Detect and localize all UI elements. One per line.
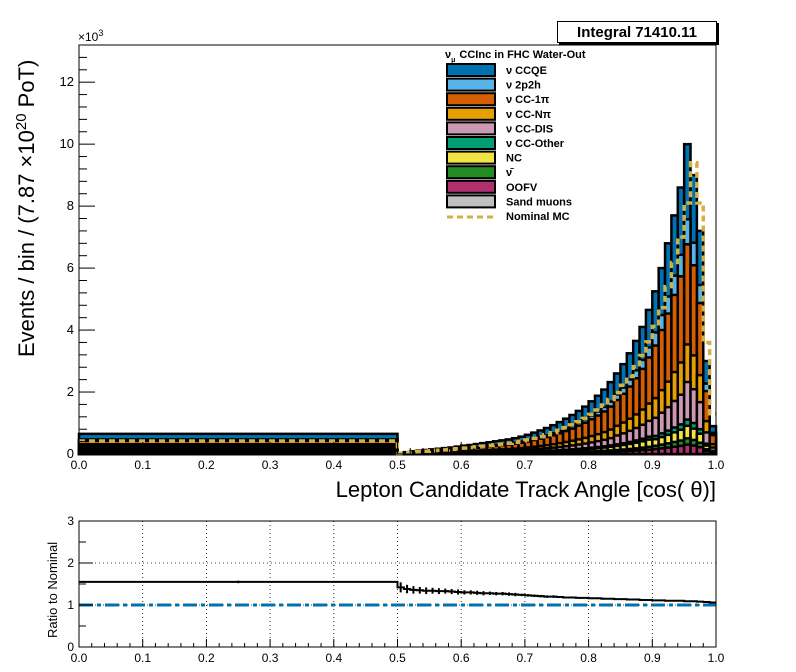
x-tick-label: 0.5 [389, 651, 406, 665]
legend-label: ν CC-Nπ [506, 109, 552, 121]
legend-label: Nominal MC [506, 211, 570, 223]
legend: νμ CCInc in FHC Water-Out ν CCQE ν 2p2h ν C… [445, 49, 586, 223]
x-tick-label: 0.8 [580, 458, 597, 472]
x-tick-label: 0.2 [198, 458, 215, 472]
legend-swatch [446, 165, 496, 180]
ratio-plot-panel: 0.0 0.1 0.2 0.3 0.4 0.5 0.6 0.7 0.8 0.9 1.0 0 1 2 3 R… [45, 514, 725, 665]
legend-label: ν CC-Other [506, 138, 565, 150]
x-tick-label: 0.0 [71, 458, 88, 472]
low-bin-fill [79, 442, 398, 454]
ratio-y-axis-label: Ratio to Nominal [45, 542, 60, 638]
legend-item: ν CC-Other [446, 136, 565, 150]
x-tick-label: 1.0 [708, 651, 725, 665]
y-tick-label: 4 [67, 322, 74, 337]
y-tick-label: 10 [60, 136, 74, 151]
low-bin-baseline [79, 442, 398, 454]
legend-item: ν 2p2h [446, 77, 541, 92]
legend-label: NC [506, 153, 522, 165]
legend-swatch [446, 150, 496, 165]
legend-item: ν CCQE [446, 63, 547, 77]
y-tick-label: 0 [67, 640, 74, 654]
ratio-step-path [79, 580, 716, 604]
legend-item: ν CC-DIS [446, 121, 553, 136]
y-tick-label: 8 [67, 198, 74, 213]
x-tick-label: 0.2 [198, 651, 215, 665]
x-tick-label: 0.4 [325, 651, 342, 665]
legend-swatch [446, 121, 496, 136]
x-tick-label: 1.0 [708, 458, 725, 472]
x-tick-label: 0.9 [644, 458, 661, 472]
legend-item: Nominal MC [447, 211, 570, 223]
y-tick-label: 2 [67, 556, 74, 570]
legend-swatch [446, 179, 496, 194]
main-y-axis-label: Events / bin / (7.87 ×1020 PoT) [13, 60, 40, 357]
x-tick-label: 0.9 [644, 651, 661, 665]
x-tick-label: 0.4 [325, 458, 342, 472]
main-x-axis: 0.0 0.1 0.2 0.3 0.4 0.5 0.6 0.7 0.8 0.9 1.0 [71, 442, 725, 472]
y-tick-label: 6 [67, 260, 74, 275]
y-tick-label: 3 [67, 514, 74, 528]
ratio-line [79, 580, 716, 604]
y-tick-label: 2 [67, 384, 74, 399]
legend-swatch [446, 136, 496, 150]
legend-swatch [446, 106, 496, 121]
legend-swatch [446, 194, 496, 209]
legend-label: ν 2p2h [506, 80, 541, 92]
legend-label: ν CC-DIS [506, 123, 553, 135]
legend-label: Sand muons [506, 196, 572, 208]
legend-label: OOFV [506, 182, 538, 194]
y-tick-label: 1 [67, 598, 74, 612]
main-plot-panel: 0.0 0.1 0.2 0.3 0.4 0.5 0.6 0.7 0.8 0.9 1.0 0 2 4 6 8 1… [13, 28, 725, 502]
legend-swatch [446, 77, 496, 92]
x-tick-label: 0.6 [453, 458, 470, 472]
legend-title: νμ CCInc in FHC Water-Out [445, 49, 586, 64]
legend-label: ν̄ [506, 167, 514, 179]
nominal-mc-line [79, 160, 716, 456]
main-y-axis: 0 2 4 6 8 10 12 [60, 56, 95, 461]
legend-swatch [446, 63, 496, 77]
main-x-axis-label: Lepton Candidate Track Angle [cos( θ)] [336, 477, 716, 502]
x-tick-label: 0.3 [262, 458, 279, 472]
legend-swatch [446, 92, 496, 107]
x-tick-label: 0.8 [580, 651, 597, 665]
x-tick-label: 0.7 [517, 458, 534, 472]
ratio-x-axis: 0.0 0.1 0.2 0.3 0.4 0.5 0.6 0.7 0.8 0.9 1.0 [71, 639, 725, 665]
x-tick-label: 0.3 [262, 651, 279, 665]
x-tick-label: 0.1 [134, 458, 151, 472]
ratio-grid [79, 521, 716, 647]
ratio-y-axis: 0 1 2 3 [67, 514, 93, 654]
x-tick-label: 0.5 [389, 458, 406, 472]
integral-value: 71410.11 [635, 23, 697, 41]
legend-item: ν̄ [446, 165, 514, 180]
y-tick-label: 0 [67, 446, 74, 461]
legend-item: OOFV [446, 179, 538, 194]
stacked-histogram [77, 142, 718, 456]
legend-item: ν CC-1π [446, 92, 550, 107]
y-tick-label: 12 [60, 74, 74, 89]
integral-label: Integral [577, 23, 632, 41]
x-tick-label: 0.1 [134, 651, 151, 665]
legend-label: ν CCQE [506, 65, 547, 77]
integral-stat-box: Integral 71410.11 [557, 21, 717, 43]
legend-item: NC [446, 150, 522, 165]
nominal-mc-path [79, 160, 716, 456]
legend-item: ν CC-Nπ [446, 106, 552, 121]
legend-item: Sand muons [446, 194, 572, 209]
x-tick-label: 0.0 [71, 651, 88, 665]
y-multiplier: ×103 [78, 28, 103, 44]
legend-label: ν CC-1π [506, 94, 550, 106]
x-tick-label: 0.7 [517, 651, 534, 665]
x-tick-label: 0.6 [453, 651, 470, 665]
